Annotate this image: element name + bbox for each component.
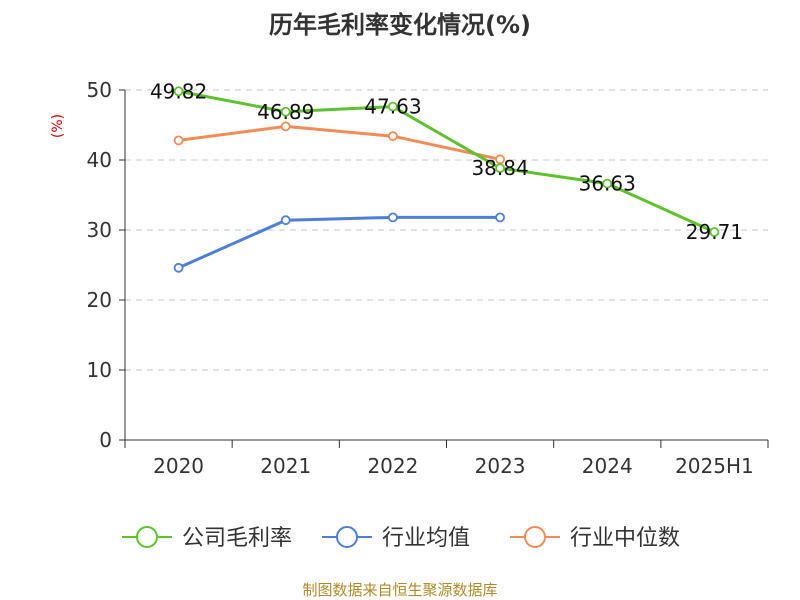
legend-item[interactable]: 行业均值 [322, 526, 470, 551]
data-point [495, 163, 505, 174]
legend[interactable]: 公司毛利率 行业均值 行业中位数 [122, 526, 680, 551]
x-tick-label: 2020 [153, 454, 204, 478]
data-label: 47.63 [364, 95, 421, 119]
data-point [388, 101, 398, 112]
y-tick-label: 50 [87, 78, 112, 102]
data-point [280, 215, 291, 226]
data-point [495, 212, 505, 223]
series-2 [173, 121, 505, 165]
x-tick-label: 2024 [582, 454, 633, 478]
chart-title: 历年毛利率变化情况(%) [269, 11, 531, 39]
series-0 [173, 86, 720, 237]
data-label: 36.63 [579, 172, 636, 196]
data-point [388, 131, 398, 142]
data-point [602, 178, 613, 189]
legend-item[interactable]: 公司毛利率 [122, 526, 292, 551]
series-lines [173, 86, 720, 273]
data-label: 29.71 [686, 220, 743, 244]
legend-swatch-marker [336, 526, 358, 548]
y-tick-label: 0 [99, 428, 112, 452]
gridlines [125, 89, 768, 371]
series-line [178, 89, 716, 234]
source-caption: 制图数据来自恒生聚源数据库 [302, 581, 497, 599]
legend-swatch-marker [524, 526, 546, 548]
legend-swatch-marker [136, 526, 158, 548]
x-tick-label: 2025H1 [675, 454, 754, 478]
y-tick-label: 10 [87, 358, 112, 382]
data-point [173, 135, 184, 146]
y-axis-label: (%) [50, 114, 66, 138]
legend-label: 公司毛利率 [182, 526, 292, 551]
legend-item[interactable]: 行业中位数 [510, 526, 680, 551]
legend-label: 行业均值 [382, 526, 470, 551]
data-label: 46.89 [257, 100, 314, 124]
series-line [178, 124, 501, 161]
data-point [709, 227, 720, 237]
data-point [173, 262, 184, 273]
data-label: 49.82 [150, 79, 207, 103]
data-labels: 49.82 46.89 47.63 38.84 36.63 29.71 [150, 79, 743, 244]
x-tick-label: 2021 [260, 454, 311, 478]
data-label: 38.84 [471, 156, 528, 180]
x-tick-label: 2022 [367, 454, 418, 478]
y-tick-label: 20 [87, 288, 112, 312]
series-1 [173, 212, 505, 273]
data-point [388, 212, 398, 223]
y-tick-label: 30 [87, 218, 112, 242]
legend-label: 行业中位数 [570, 526, 680, 551]
data-point [280, 106, 291, 117]
y-tick-label: 40 [87, 148, 112, 172]
data-point [173, 86, 184, 97]
data-point [280, 121, 291, 132]
axes: 0 10 20 30 40 50 2020 2021 2022 2023 2024 2025H1 [87, 78, 769, 478]
x-tick-label: 2023 [475, 454, 526, 478]
series-line [177, 215, 501, 270]
